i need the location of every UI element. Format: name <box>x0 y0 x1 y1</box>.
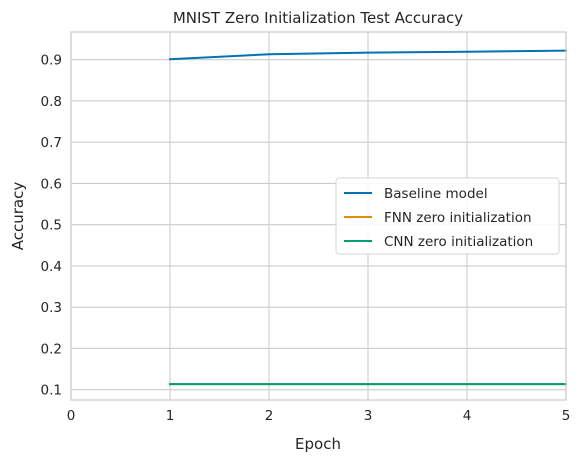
y-tick-label: 0.7 <box>41 135 62 151</box>
x-tick-label: 4 <box>463 408 472 424</box>
legend-label-2: CNN zero initialization <box>384 234 533 250</box>
y-tick-label: 0.4 <box>41 259 62 275</box>
legend-box <box>335 177 560 255</box>
series-line-0 <box>168 49 568 61</box>
legend-label-1: FNN zero initialization <box>384 210 532 226</box>
x-tick-label: 3 <box>364 408 373 424</box>
legend: Baseline model FNN zero initialization CNN… <box>335 177 560 255</box>
x-tick-labels: 0 1 2 3 4 5 <box>67 408 571 424</box>
y-tick-label: 0.2 <box>41 341 62 357</box>
x-axis-label: Epoch <box>295 435 341 453</box>
plot-frame <box>70 31 567 401</box>
y-tick-label: 0.3 <box>41 300 62 316</box>
series-lines <box>168 49 568 386</box>
x-tick-label: 0 <box>67 408 76 424</box>
y-tick-label: 0.6 <box>41 176 62 192</box>
y-tick-labels: 0.1 0.2 0.3 0.4 0.5 0.6 0.7 0.8 0.9 <box>41 53 62 399</box>
x-tick-label: 1 <box>166 408 175 424</box>
y-tick-label: 0.8 <box>41 94 62 110</box>
y-tick-label: 0.5 <box>41 218 62 234</box>
y-tick-label: 0.1 <box>41 383 62 399</box>
y-tick-label: 0.9 <box>41 53 62 69</box>
y-axis-label: Accuracy <box>9 182 27 251</box>
x-tick-label: 5 <box>562 408 571 424</box>
chart-title: MNIST Zero Initialization Test Accuracy <box>173 9 463 27</box>
x-tick-label: 2 <box>265 408 274 424</box>
legend-label-0: Baseline model <box>384 186 488 202</box>
